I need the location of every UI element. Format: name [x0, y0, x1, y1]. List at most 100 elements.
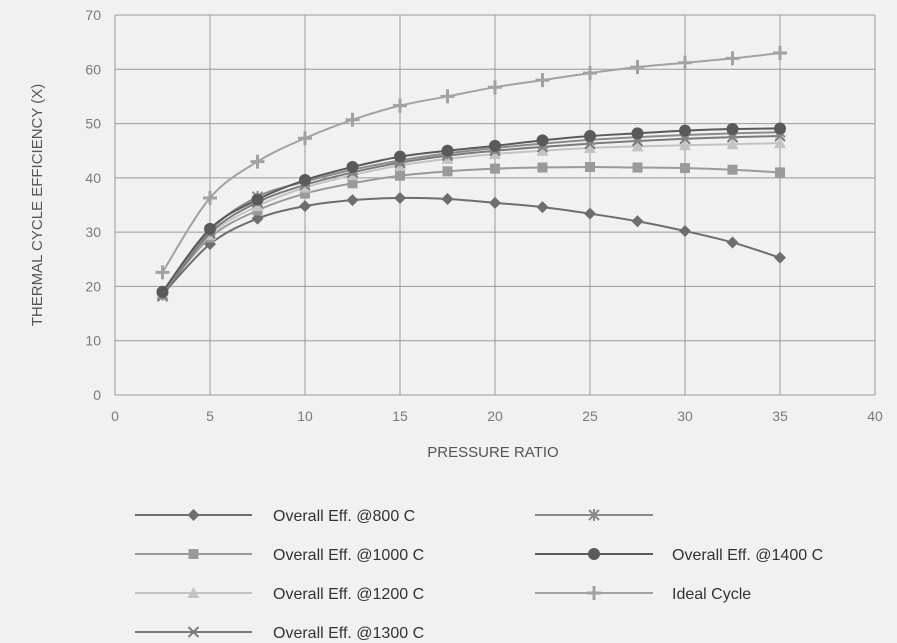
data-point [536, 134, 549, 147]
y-axis-title: THERMAL CYCLE EFFICIENCY (X) [29, 84, 46, 327]
x-tick-label: 35 [772, 408, 788, 424]
data-point [631, 127, 644, 140]
legend-marker [588, 509, 600, 521]
legend-entry: Overall Eff. @800 C [135, 508, 415, 525]
data-point [679, 225, 691, 238]
data-point [346, 194, 359, 207]
legend-entry: Overall Eff. @1200 C [135, 586, 424, 603]
data-point [631, 140, 644, 152]
data-point [773, 46, 787, 60]
data-point [774, 251, 786, 264]
data-point [345, 112, 360, 127]
legend-entry: Overall Eff. @1400 C [535, 547, 823, 564]
data-point [156, 285, 169, 298]
data-point [584, 130, 596, 143]
x-axis-title: PRESSURE RATIO [427, 444, 558, 461]
x-tick-label: 30 [677, 408, 693, 424]
y-tick-label: 60 [85, 61, 101, 77]
data-point [774, 122, 786, 135]
x-tick-label: 10 [297, 408, 313, 424]
data-point [679, 124, 691, 137]
data-point [203, 190, 217, 205]
data-point [678, 55, 692, 70]
legend-label: Overall Eff. @800 C [273, 508, 415, 525]
y-tick-label: 20 [85, 278, 101, 294]
legend-entry: Ideal Cycle [535, 586, 751, 603]
data-point [537, 162, 548, 173]
data-point [775, 167, 785, 178]
data-point [535, 73, 550, 88]
data-point [346, 161, 359, 173]
legend-entry: Overall Eff. @1000 C [135, 547, 424, 564]
legend-label: Ideal Cycle [672, 586, 751, 603]
data-point [441, 193, 454, 206]
legend-marker [588, 548, 600, 560]
data-point [394, 191, 406, 204]
data-point [774, 137, 786, 149]
data-point [725, 51, 740, 66]
data-point [632, 162, 643, 173]
data-point [440, 89, 455, 104]
data-point [631, 215, 644, 228]
data-point [630, 60, 645, 75]
data-point [299, 200, 311, 213]
data-point [726, 138, 739, 150]
legend-marker [187, 587, 200, 598]
y-tick-label: 70 [85, 7, 101, 23]
data-point [584, 207, 596, 220]
data-point [299, 174, 311, 187]
series-7 [155, 46, 787, 280]
x-tick-label: 5 [206, 408, 214, 424]
legend-entry: Overall Eff. @1300 C [135, 625, 424, 642]
data-point [489, 196, 501, 209]
data-point [583, 66, 597, 81]
data-point [441, 144, 454, 157]
data-point [251, 193, 264, 206]
series-6 [156, 122, 786, 298]
data-point [490, 163, 500, 174]
y-tick-label: 0 [93, 387, 101, 403]
data-point [488, 80, 502, 95]
x-tick-label: 0 [111, 408, 119, 424]
x-tick-label: 40 [867, 408, 883, 424]
data-point [394, 150, 406, 163]
legend-marker [187, 509, 200, 521]
data-point [679, 139, 691, 151]
data-point [680, 163, 690, 174]
data-point [585, 162, 595, 172]
data-point [251, 212, 264, 225]
data-point [489, 139, 501, 152]
data-point [726, 236, 739, 249]
x-tick-label: 15 [392, 408, 408, 424]
legend-marker [188, 549, 199, 559]
legend-marker [187, 626, 200, 638]
data-point [584, 142, 596, 153]
y-tick-label: 10 [85, 333, 101, 349]
series-2 [157, 162, 785, 299]
data-point [726, 123, 739, 135]
legend-label: Overall Eff. @1000 C [273, 547, 424, 564]
data-point [298, 131, 312, 146]
legend-marker [587, 586, 601, 600]
legend-label: Overall Eff. @1200 C [273, 586, 424, 603]
legend-label: Overall Eff. @1300 C [273, 625, 424, 642]
data-point [536, 144, 549, 156]
x-tick-label: 25 [582, 408, 598, 424]
data-point [395, 170, 405, 181]
data-point [393, 98, 407, 113]
y-tick-label: 50 [85, 116, 101, 132]
data-point [155, 265, 170, 280]
data-point [204, 222, 216, 235]
legend-label: Overall Eff. @1400 C [672, 547, 823, 564]
axis-ticks: 0 5 10 15 20 25 30 35 40 0 10 20 30 40 50 60 70 [85, 7, 883, 424]
data-point [251, 200, 264, 212]
legend: Overall Eff. @800 C Overall Eff. @1000 C O… [135, 508, 823, 642]
legend-entry [535, 509, 653, 521]
data-point [250, 154, 265, 169]
data-point [347, 178, 358, 189]
data-point [727, 164, 738, 175]
data-point [536, 201, 549, 214]
data-point [300, 188, 310, 199]
x-tick-label: 20 [487, 408, 503, 424]
